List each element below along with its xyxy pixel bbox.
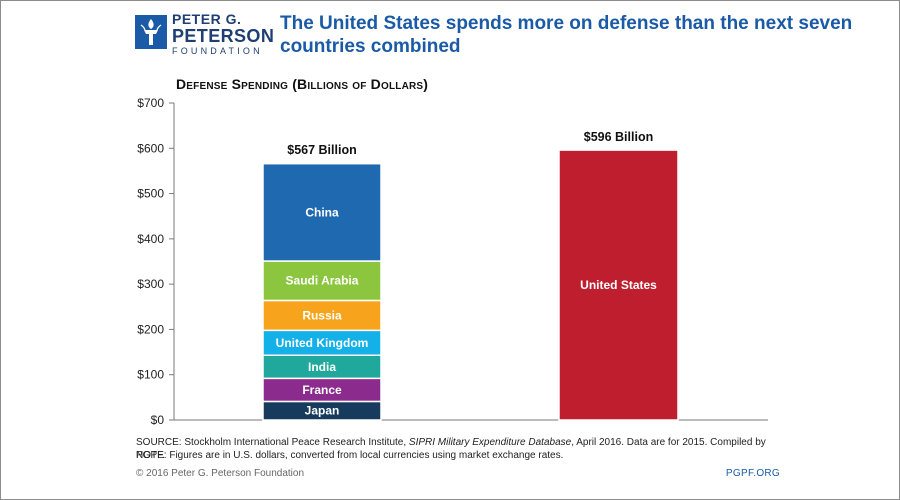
figures-note: NOTE: Figures are in U.S. dollars, conve… bbox=[136, 450, 564, 461]
y-tick-label: $500 bbox=[137, 187, 164, 201]
y-tick-label: $200 bbox=[137, 322, 164, 336]
bar-segment-china bbox=[262, 162, 382, 262]
segment-label: China bbox=[305, 205, 339, 219]
bar-segment-united-kingdom bbox=[262, 329, 382, 356]
copyright-text: © 2016 Peter G. Peterson Foundation bbox=[136, 468, 305, 479]
chart-title: Defense Spending (Billions of Dollars) bbox=[176, 76, 429, 92]
bar-segment-united-states bbox=[558, 149, 679, 421]
bar-total-label: $596 Billion bbox=[584, 130, 653, 144]
page-headline: The United States spends more on defense… bbox=[280, 13, 853, 57]
segment-label: United States bbox=[580, 278, 657, 292]
segment-label: France bbox=[302, 383, 342, 397]
segment-label: United Kingdom bbox=[276, 336, 369, 350]
y-tick-label: $0 bbox=[151, 413, 165, 427]
segment-label: Japan bbox=[305, 404, 340, 418]
brand-logo-text: PETER G. PETERSON FOUNDATION bbox=[172, 12, 274, 56]
bar-total-label: $567 Billion bbox=[287, 143, 356, 157]
logo-line3: FOUNDATION bbox=[172, 46, 263, 56]
source-database: SIPRI Military Expenditure Database bbox=[408, 437, 572, 448]
y-tick-label: $600 bbox=[137, 141, 164, 155]
y-tick-label: $100 bbox=[137, 368, 164, 382]
source-suffix: , April 2016. Data are for 2015. Compile… bbox=[136, 437, 766, 461]
y-tick-label: $400 bbox=[137, 232, 164, 246]
segment-label: Russia bbox=[302, 308, 342, 322]
torch-logo-icon bbox=[135, 15, 167, 49]
website-link[interactable]: PGPF.ORG bbox=[725, 468, 780, 479]
logo-line2: PETERSON bbox=[172, 26, 275, 46]
source-prefix: SOURCE: Stockholm International Peace Re… bbox=[136, 437, 409, 448]
source-note: SOURCE: Stockholm International Peace Re… bbox=[136, 436, 776, 462]
segment-label: India bbox=[308, 360, 336, 374]
bar-segment-saudi-arabia bbox=[262, 260, 382, 302]
y-tick-label: $300 bbox=[137, 277, 164, 291]
segment-label: Saudi Arabia bbox=[286, 274, 359, 288]
logo-line1: PETER G. bbox=[172, 11, 242, 27]
y-tick-label: $700 bbox=[137, 96, 164, 110]
